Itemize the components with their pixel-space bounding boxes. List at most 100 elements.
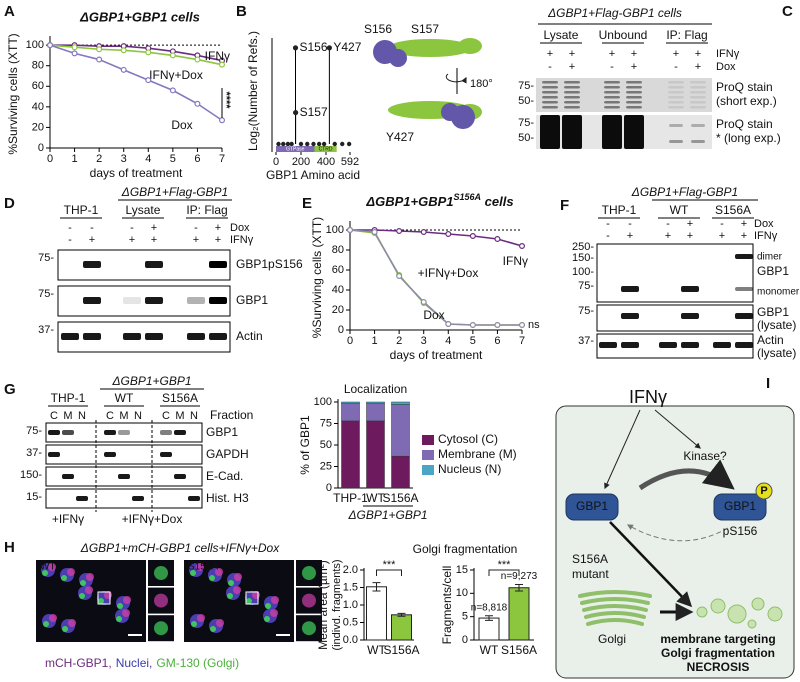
significance-bracket [376, 569, 402, 576]
band [174, 474, 186, 479]
mw-marker: 75- [518, 117, 534, 129]
cell-signal [233, 586, 241, 594]
band [604, 106, 620, 109]
band [188, 430, 200, 435]
fraction-label: C [162, 410, 170, 422]
site-label: S157 [300, 105, 328, 119]
condition-sign: + [215, 234, 221, 246]
blot-membrane [45, 422, 203, 443]
golgi-cisterna [582, 604, 648, 612]
x-tick-label: 3 [421, 335, 427, 347]
band [145, 297, 163, 304]
condition-sign: - [606, 218, 610, 230]
data-point [469, 233, 476, 240]
condition-sign: + [695, 61, 701, 73]
y-tick-label: 1.0 [343, 599, 358, 611]
data-point [420, 229, 427, 236]
condition-sign: + [673, 48, 679, 60]
blot-label: Actin [236, 329, 263, 343]
error-bar [485, 615, 493, 621]
group-label: ΔGBP1+GBP1 [347, 508, 427, 522]
blot-label: (lysate) [757, 346, 796, 360]
blot-header: ΔGBP1+Flag-GBP1 [631, 185, 738, 199]
band [542, 86, 558, 89]
fraction-label: M [63, 410, 72, 422]
band [626, 106, 642, 109]
group-label: S156A [715, 203, 751, 217]
band [123, 333, 141, 340]
condition-sign: - [130, 222, 134, 234]
mw-marker: 150- [572, 252, 594, 264]
band [187, 297, 205, 304]
band [626, 96, 642, 99]
x-tick-label: THP-1 [333, 491, 368, 505]
data-point [445, 321, 452, 328]
band [62, 452, 74, 457]
x-tick-label: 0 [347, 335, 353, 347]
data-point [145, 49, 152, 56]
series-label: IFNγ [503, 254, 528, 268]
inset-signal [302, 566, 316, 580]
mw-marker: 75- [578, 280, 594, 292]
data-point [96, 46, 103, 53]
cell-signal [122, 609, 130, 617]
cell-signal [85, 586, 93, 594]
band [626, 86, 642, 89]
site-point [340, 141, 345, 147]
band [735, 313, 753, 319]
condition-sign: - [610, 61, 614, 73]
panel-letter: B [236, 3, 247, 20]
y-tick-label: 40 [332, 284, 344, 296]
blot-label: GBP1 [757, 305, 789, 319]
band [690, 101, 706, 104]
y-tick-label: 1.5 [343, 581, 358, 593]
band [659, 342, 677, 348]
y-tick-label: 100 [26, 39, 44, 51]
band [735, 342, 753, 348]
data-point [494, 322, 501, 329]
band [104, 430, 116, 435]
condition-sign: + [569, 61, 575, 73]
blot-label: GAPDH [206, 447, 249, 461]
site-point [285, 141, 291, 147]
y-axis-label: (indivd. fragments) [331, 559, 343, 650]
golgi-signal [80, 580, 86, 586]
mw-marker: 150- [20, 469, 42, 481]
golgi-signal [264, 616, 270, 622]
stimulus-label: IFNγ [629, 387, 667, 407]
fraction-label: M [175, 410, 184, 422]
condition-sign: + [687, 218, 693, 230]
band [668, 106, 684, 109]
data-point [120, 66, 127, 73]
mw-marker: 75- [578, 305, 594, 317]
data-point [46, 42, 53, 49]
panel-letter: C [782, 3, 793, 20]
band [104, 496, 116, 501]
y-tick-label: 0 [338, 324, 344, 336]
blot-label: Hist. H3 [206, 491, 249, 505]
data-point [518, 243, 525, 250]
band [681, 313, 699, 319]
site-point [316, 141, 322, 147]
y-tick-label: 2.0 [343, 564, 358, 576]
band [604, 81, 620, 84]
n-label: n=8,818 [471, 602, 508, 613]
x-tick-label: 2 [96, 153, 102, 165]
mw-marker: 37- [578, 335, 594, 347]
chart-title: ΔGBP1+GBP1 cells [79, 9, 200, 24]
residue-label: Y427 [386, 130, 414, 144]
group-label: IP: Flag [666, 28, 707, 42]
treatment-label: +IFNγ+Dox [122, 512, 183, 526]
condition-sign: + [631, 48, 637, 60]
site-point [346, 141, 352, 147]
x-tick-label: S156A [382, 491, 418, 505]
band [564, 81, 580, 84]
site-point [332, 141, 337, 147]
band [118, 496, 130, 501]
condition-label: IFNγ [754, 230, 778, 242]
band [669, 124, 683, 127]
structure-lobe [388, 39, 472, 57]
band [735, 287, 753, 291]
condition-sign: - [90, 222, 94, 234]
band [668, 86, 684, 89]
